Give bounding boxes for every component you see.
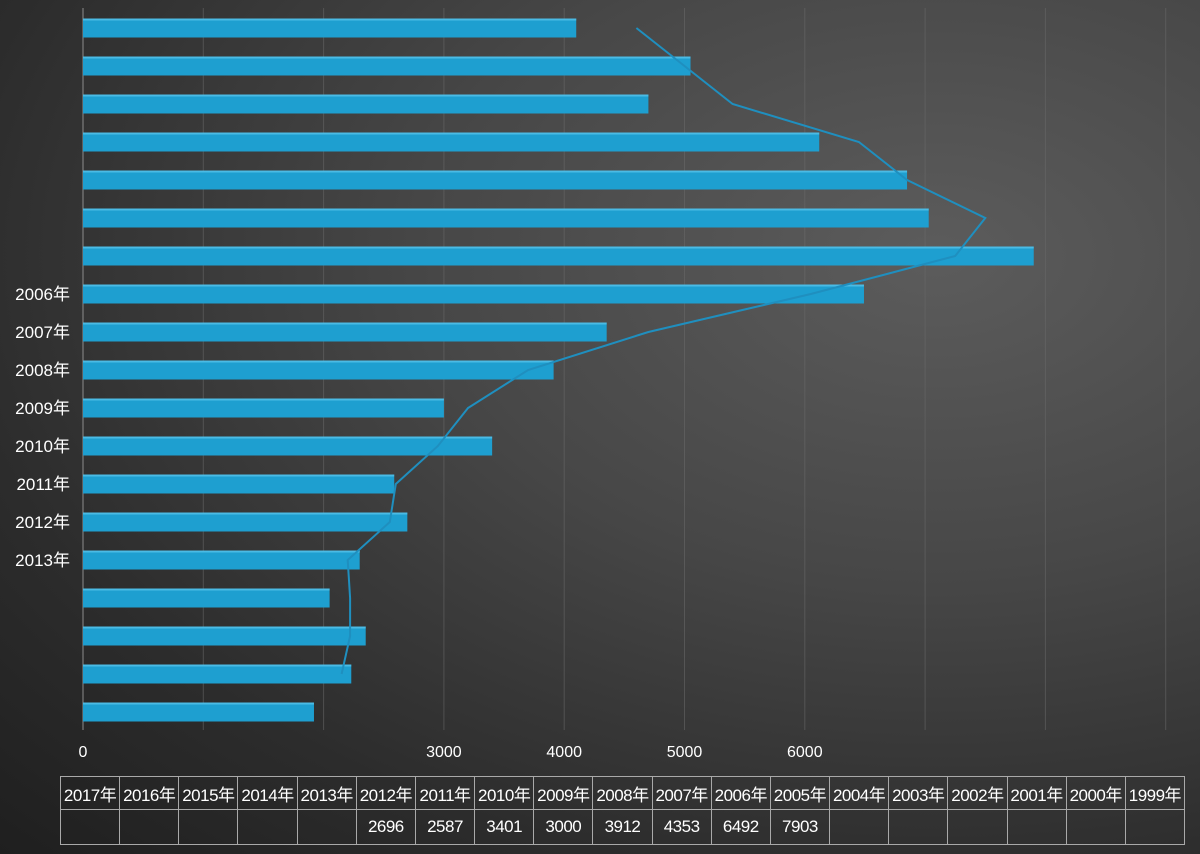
bar-highlight <box>83 94 649 97</box>
table-value-cell <box>947 809 1008 845</box>
y-category-label: 2011年 <box>16 475 70 494</box>
bar <box>83 664 352 684</box>
table-year-cell: 2017年 <box>59 776 121 810</box>
bar-highlight <box>83 664 352 667</box>
table-value-cell <box>59 809 121 845</box>
bar-highlight <box>83 132 820 135</box>
bar-highlight <box>83 436 493 439</box>
y-category-label: 2012年 <box>15 513 70 532</box>
table-year-cell: 2008年 <box>592 776 653 810</box>
bar <box>83 94 649 114</box>
x-tick-label: 6000 <box>787 744 823 761</box>
bar-highlight <box>83 588 330 591</box>
table-year-cell: 2004年 <box>829 776 890 810</box>
bar <box>83 360 554 380</box>
bar-highlight <box>83 208 929 211</box>
x-tick-label: 4000 <box>546 744 582 761</box>
table-year-cell: 2014年 <box>237 776 298 810</box>
table-value-cell <box>296 809 357 845</box>
table-year-cell: 2015年 <box>178 776 239 810</box>
table-value-cell <box>888 809 949 845</box>
bar-highlight <box>83 626 366 629</box>
bar <box>83 18 577 38</box>
table-value-cell <box>119 809 180 845</box>
table-year-cell: 2010年 <box>474 776 535 810</box>
table-value-cell: 7903 <box>769 809 831 845</box>
bar <box>83 436 493 456</box>
bar-highlight <box>83 322 607 325</box>
bar-chart: 2006年 2007年 2008年 2009年 2010年 2011年 2012年 2013年… <box>15 8 1167 761</box>
bar <box>83 322 607 342</box>
y-category-label: 2007年 <box>15 323 70 342</box>
table-year-cell: 2001年 <box>1006 776 1067 810</box>
table-value-cell: 3401 <box>474 809 535 845</box>
table-year-cell: 2005年 <box>769 776 831 810</box>
bar-highlight <box>83 398 444 401</box>
bar-highlight <box>83 56 691 59</box>
table-year-row: 2017年 2016年 2015年 2014年 2013年 2012年 2011年 2010年… <box>59 776 1186 810</box>
bar-highlight <box>83 702 314 705</box>
table-year-cell: 2006年 <box>710 776 771 810</box>
bar <box>83 208 929 228</box>
x-tick-label: 3000 <box>426 744 462 761</box>
bar <box>83 702 314 722</box>
table-year-cell: 2013年 <box>296 776 357 810</box>
bar-highlight <box>83 284 864 287</box>
table-value-cell: 6492 <box>710 809 771 845</box>
table-year-cell: 2016年 <box>119 776 180 810</box>
table-value-cell: 2696 <box>355 809 416 845</box>
trend-line <box>340 27 987 675</box>
table-year-cell: 2003年 <box>888 776 949 810</box>
table-value-cell <box>1065 809 1126 845</box>
table-value-cell <box>1124 809 1186 845</box>
bar <box>83 56 691 76</box>
table-value-row: 2696 2587 3401 3000 3912 4353 6492 7903 <box>59 809 1186 845</box>
bar <box>83 626 366 646</box>
table-year-cell: 2012年 <box>355 776 416 810</box>
table-year-cell: 2009年 <box>533 776 594 810</box>
bar-highlight <box>83 360 554 363</box>
table-value-cell <box>178 809 239 845</box>
y-category-label: 2010年 <box>15 437 70 456</box>
bar-highlight <box>83 246 1034 249</box>
table-value-cell: 3912 <box>592 809 653 845</box>
bar-highlight <box>83 512 408 515</box>
table-year-cell: 2002年 <box>947 776 1008 810</box>
y-category-label: 2013年 <box>15 551 70 570</box>
bar-highlight <box>83 550 360 553</box>
table-year-cell: 1999年 <box>1124 776 1186 810</box>
bar <box>83 284 864 304</box>
bar <box>83 474 395 494</box>
bar-highlight <box>83 474 395 477</box>
table-year-cell: 2000年 <box>1065 776 1126 810</box>
bar <box>83 132 820 152</box>
table-value-cell <box>829 809 890 845</box>
y-category-label: 2009年 <box>15 399 70 418</box>
bar <box>83 398 444 418</box>
bar <box>83 170 908 190</box>
bar-highlight <box>83 18 577 21</box>
table-value-cell: 4353 <box>651 809 712 845</box>
bar <box>83 246 1034 266</box>
bar-highlight <box>83 170 908 173</box>
bar <box>83 588 330 608</box>
x-tick-label: 0 <box>79 744 88 761</box>
data-table: 2017年 2016年 2015年 2014年 2013年 2012年 2011年 2010年… <box>59 776 1186 845</box>
table-value-cell <box>1006 809 1067 845</box>
y-category-label: 2006年 <box>15 285 70 304</box>
bar <box>83 512 408 532</box>
table-year-cell: 2007年 <box>651 776 712 810</box>
bar <box>83 550 360 570</box>
table-year-cell: 2011年 <box>414 776 476 810</box>
table-value-cell: 2587 <box>414 809 476 845</box>
table-value-cell: 3000 <box>533 809 594 845</box>
y-category-label: 2008年 <box>15 361 70 380</box>
x-tick-label: 5000 <box>667 744 703 761</box>
table-value-cell <box>237 809 298 845</box>
